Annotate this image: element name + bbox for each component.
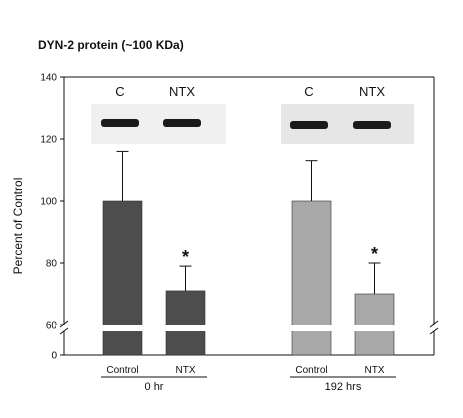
blot-label: C <box>115 84 124 99</box>
x-category-label: NTX <box>365 365 385 376</box>
axis-break-gap <box>56 325 442 331</box>
x-category-label: Control <box>295 365 327 376</box>
chart-title: DYN-2 protein (~100 KDa) <box>38 38 184 52</box>
bar <box>354 293 395 356</box>
y-tick-label: 80 <box>46 259 58 270</box>
blot-band <box>353 121 391 129</box>
bar <box>291 200 332 356</box>
y-tick-label: 120 <box>40 135 57 146</box>
y-tick-label: 100 <box>40 197 57 208</box>
axis-break-slash <box>59 327 69 335</box>
blot-band <box>163 119 201 127</box>
axis-break-slash <box>59 320 69 328</box>
x-group-label: 0 hr <box>145 381 164 393</box>
blot-band <box>290 121 328 129</box>
bar <box>102 200 143 356</box>
x-category-label: Control <box>106 365 138 376</box>
blot-label: C <box>304 84 313 99</box>
x-group-label: 192 hrs <box>325 381 362 393</box>
y-tick-label: 60 <box>46 321 58 332</box>
bar <box>165 290 206 356</box>
axis-break-slash <box>429 327 439 335</box>
axis-break-slash <box>429 320 439 328</box>
y-tick-label: 140 <box>40 73 57 84</box>
blot-label: NTX <box>359 84 385 99</box>
y-axis-label: Percent of Control <box>11 178 25 275</box>
y-tick-label: 0 <box>51 351 57 362</box>
blot-band <box>101 119 139 127</box>
blot-label: NTX <box>169 84 195 99</box>
significance-marker: * <box>371 244 378 264</box>
x-category-label: NTX <box>176 365 196 376</box>
plot-area: 0 60 80 100 120 140 C NTX Control * NTX 0 hr C NTX Con… <box>40 73 442 393</box>
significance-marker: * <box>182 247 189 267</box>
